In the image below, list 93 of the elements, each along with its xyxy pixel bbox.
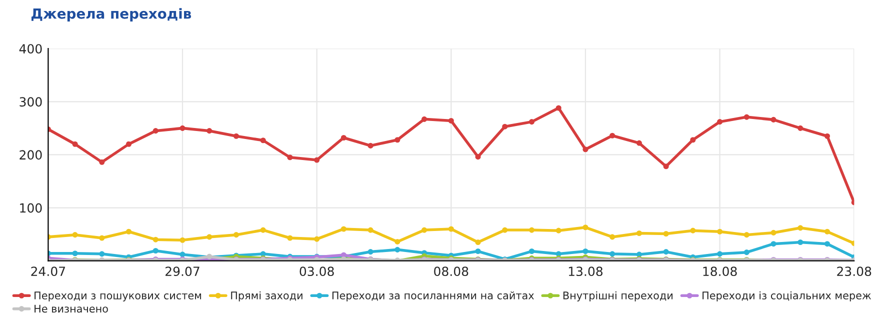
point bbox=[502, 227, 508, 233]
point bbox=[99, 159, 105, 165]
x-tick-label: 13.08 bbox=[568, 266, 602, 276]
x-tick-label: 18.08 bbox=[703, 266, 737, 276]
x-tick-label: 23.08 bbox=[837, 266, 872, 276]
point bbox=[690, 228, 696, 234]
point bbox=[528, 119, 535, 125]
point bbox=[717, 228, 723, 234]
y-tick-label: 300 bbox=[20, 97, 42, 107]
point bbox=[72, 141, 78, 147]
point bbox=[475, 154, 481, 160]
x-tick-label: 29.07 bbox=[166, 266, 200, 276]
point bbox=[663, 164, 669, 170]
point bbox=[663, 249, 669, 255]
point bbox=[717, 119, 723, 125]
point bbox=[448, 226, 454, 232]
point bbox=[99, 235, 105, 241]
point bbox=[422, 116, 428, 122]
point bbox=[556, 228, 562, 234]
point bbox=[582, 248, 588, 254]
point bbox=[206, 234, 212, 240]
point bbox=[690, 137, 696, 143]
point bbox=[744, 114, 750, 120]
point bbox=[206, 128, 212, 134]
point bbox=[126, 228, 132, 234]
point bbox=[340, 134, 346, 141]
x-tick-label: 08.08 bbox=[434, 266, 468, 276]
point bbox=[260, 227, 266, 233]
point bbox=[368, 142, 374, 148]
point bbox=[744, 250, 750, 256]
point bbox=[824, 133, 830, 139]
point bbox=[636, 140, 642, 146]
point bbox=[636, 230, 642, 236]
legend-label: Переходи за посиланнями на сайтах bbox=[332, 291, 534, 302]
point bbox=[260, 138, 266, 144]
point bbox=[314, 236, 320, 242]
y-tick-label: 100 bbox=[20, 203, 42, 213]
point bbox=[368, 227, 374, 233]
x-tick-label: 03.08 bbox=[300, 266, 334, 276]
point bbox=[99, 251, 105, 257]
point bbox=[368, 249, 374, 255]
point bbox=[770, 241, 776, 247]
point bbox=[422, 227, 428, 233]
point bbox=[233, 232, 240, 238]
point bbox=[798, 239, 804, 246]
chart-title: Джерела переходів bbox=[31, 8, 192, 22]
point bbox=[824, 241, 830, 247]
point bbox=[610, 234, 616, 240]
point bbox=[340, 226, 346, 232]
point bbox=[72, 232, 78, 238]
point bbox=[287, 154, 293, 160]
point bbox=[556, 105, 562, 111]
point bbox=[314, 157, 320, 163]
line-series bbox=[48, 224, 854, 246]
point bbox=[610, 132, 616, 138]
point bbox=[475, 248, 481, 254]
point bbox=[394, 246, 400, 252]
point bbox=[180, 237, 186, 243]
point bbox=[394, 137, 400, 143]
point bbox=[798, 125, 804, 131]
y-tick-label: 400 bbox=[19, 44, 42, 54]
point bbox=[663, 230, 669, 237]
point bbox=[502, 124, 508, 130]
legend-label: Переходи із соціальних мереж bbox=[702, 291, 872, 302]
point bbox=[180, 125, 186, 131]
point bbox=[717, 251, 723, 257]
point bbox=[582, 146, 588, 152]
point bbox=[475, 239, 481, 246]
point bbox=[824, 228, 830, 234]
point bbox=[744, 232, 750, 238]
point bbox=[394, 238, 400, 244]
point bbox=[126, 141, 132, 147]
point bbox=[152, 128, 158, 134]
legend-label: Переходи з пошукових систем bbox=[34, 292, 202, 302]
point bbox=[610, 251, 616, 257]
point bbox=[770, 230, 776, 236]
x-tick-label: 24.07 bbox=[31, 266, 66, 276]
point bbox=[180, 252, 186, 258]
point bbox=[287, 235, 293, 241]
y-tick-label: 200 bbox=[20, 150, 42, 160]
point bbox=[233, 133, 240, 139]
point bbox=[582, 224, 588, 230]
point bbox=[528, 248, 535, 254]
legend-label: Внутрішні переходи bbox=[563, 291, 672, 302]
point bbox=[798, 225, 804, 231]
legend-label: Прямі заходи bbox=[231, 291, 302, 302]
legend-label: Не визначено bbox=[34, 304, 108, 313]
point bbox=[152, 236, 158, 242]
point bbox=[72, 250, 78, 256]
point bbox=[770, 116, 776, 122]
point bbox=[448, 118, 454, 124]
point bbox=[528, 227, 535, 233]
point bbox=[152, 248, 158, 254]
